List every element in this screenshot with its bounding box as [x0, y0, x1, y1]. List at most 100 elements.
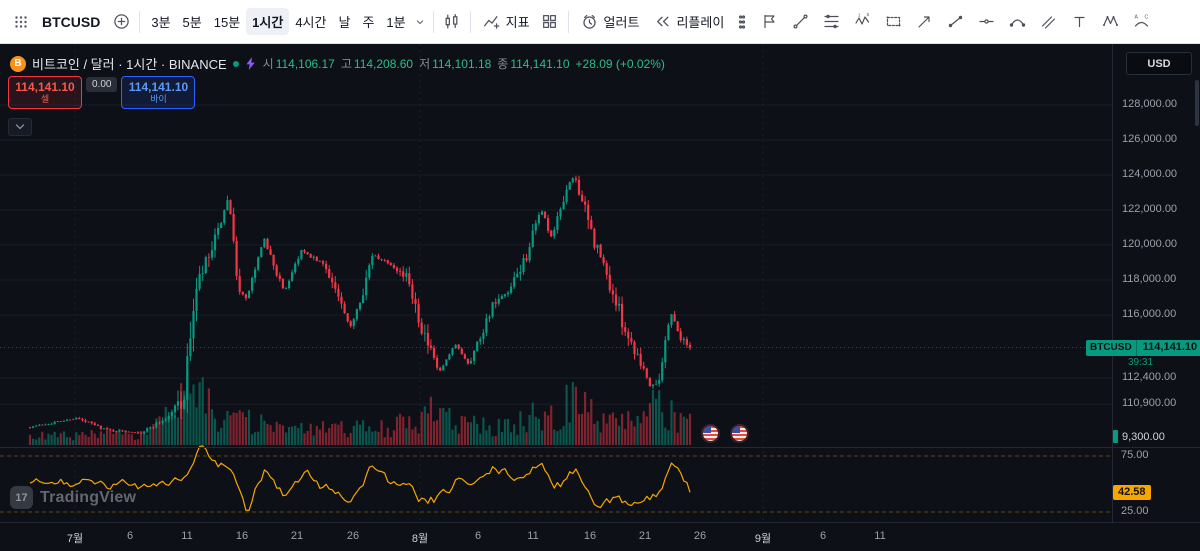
time-tick-label: 21: [290, 530, 304, 542]
tradingview-watermark[interactable]: 17 TradingView: [10, 486, 136, 509]
svg-text:5: 5: [866, 13, 869, 17]
favorite-tools-group: 1 5: [737, 13, 1192, 31]
layout-templates-icon[interactable]: [537, 9, 563, 35]
change-value: +28.09 (+0.02%): [575, 56, 665, 71]
interval-3min[interactable]: 3분: [151, 15, 171, 30]
chart-title[interactable]: 비트코인 / 달러 · 1시간 · BINANCE: [32, 57, 227, 72]
interval-15min[interactable]: 15분: [213, 15, 241, 30]
parallel-channel-icon[interactable]: [1039, 13, 1057, 31]
interval-5min[interactable]: 5분: [182, 15, 202, 30]
close-value: 114,141.10: [510, 56, 570, 71]
toolbar-separator: [139, 10, 141, 33]
trade-widget: 114,141.10 셀 0.00 114,141.10 바이: [8, 76, 196, 109]
time-tick-label: 6: [474, 530, 482, 542]
currency-usd-button[interactable]: USD: [1126, 52, 1192, 75]
tradingview-brand-text: TradingView: [40, 488, 137, 506]
interval-caret-icon[interactable]: [412, 9, 428, 35]
chart-type-candles-icon[interactable]: [439, 9, 465, 35]
price-tick-label: 118,000.00: [1122, 273, 1177, 285]
last-price-label: BTCUSD 114,141.10: [1086, 339, 1200, 356]
abc-pattern-icon[interactable]: A C: [1132, 13, 1150, 31]
time-tick-label: 11: [181, 530, 193, 542]
open-value: 114,106.17: [275, 56, 335, 71]
sell-button[interactable]: 114,141.10 셀: [8, 76, 82, 109]
rectangle-icon[interactable]: [884, 13, 902, 31]
time-axis[interactable]: 7월 6 11 16 21 26 8월 6 11 16 21 26 9월 6 11: [0, 522, 1200, 551]
indicators-icon: [483, 13, 501, 31]
trend-segment-icon[interactable]: [946, 13, 964, 31]
bitcoin-logo-icon: B: [10, 55, 26, 72]
elliott-wave-icon[interactable]: 1 5: [853, 13, 871, 31]
time-tick-label: 6: [126, 530, 134, 542]
trend-line-icon[interactable]: [791, 13, 809, 31]
time-tick-label: 16: [583, 530, 597, 542]
interval-day[interactable]: 날: [338, 15, 351, 30]
interval-1hour[interactable]: 1시간: [246, 8, 290, 35]
oscillator-upper-band-label: 75.00: [1121, 449, 1149, 461]
price-tick-label: 110,900.00: [1122, 397, 1177, 410]
time-tick-label: 9월: [754, 533, 772, 545]
drag-handle-icon[interactable]: [737, 13, 747, 31]
symbol-search-button[interactable]: BTCUSD: [34, 10, 108, 34]
price-tick-label: 128,000.00: [1122, 98, 1178, 110]
fib-retracement-icon[interactable]: [822, 13, 840, 31]
indicators-button[interactable]: 지표: [476, 8, 537, 35]
interval-1min[interactable]: 1분: [386, 15, 406, 30]
flash-icon[interactable]: [245, 57, 257, 70]
time-tick-label: 11: [527, 530, 539, 542]
chart-legend[interactable]: B 비트코인 / 달러 · 1시간 · BINANCE 시 114,106.17 …: [10, 54, 665, 73]
axis-scrollbar[interactable]: [1195, 80, 1199, 126]
low-value: 114,101.18: [432, 56, 492, 71]
high-label: 고: [340, 57, 352, 71]
buy-price: 114,141.10: [128, 80, 189, 94]
time-tick-label: 16: [235, 530, 249, 542]
replay-icon: [653, 13, 671, 31]
buy-button[interactable]: 114,141.10 바이: [121, 76, 196, 109]
open-label: 시: [262, 57, 274, 71]
us-flag-event-icon[interactable]: [730, 424, 749, 443]
interval-week[interactable]: 주: [362, 15, 375, 30]
toolbar-separator: [567, 10, 569, 33]
top-toolbar: BTCUSD 3분 5분 15분 1시간 4시간 날 주 1분: [0, 0, 1200, 44]
spread-value: 0.00: [86, 77, 118, 92]
last-price-symbol: BTCUSD: [1086, 339, 1137, 356]
toolbar-separator: [432, 10, 434, 33]
interval-4hour[interactable]: 4시간: [295, 15, 327, 30]
toolbar-separator: [469, 10, 471, 33]
horizontal-line-icon[interactable]: [977, 13, 995, 31]
market-open-dot: [232, 60, 239, 67]
volume-value: 9,300.00: [1122, 430, 1165, 443]
replay-button[interactable]: 리플레이: [646, 8, 731, 35]
sell-price: 114,141.10: [15, 80, 75, 94]
time-tick-label: 7월: [66, 533, 84, 545]
svg-text:1: 1: [858, 13, 861, 18]
high-value: 114,208.60: [353, 56, 414, 71]
time-tick-label: 26: [693, 530, 707, 542]
close-label: 종: [497, 57, 509, 71]
price-axis[interactable]: USD 128,000.00 126,000.00 124,000.00 122,00…: [1112, 44, 1200, 522]
oscillator-lower-band-label: 25.00: [1121, 505, 1149, 517]
arrow-marker-icon[interactable]: [915, 13, 933, 31]
legend-collapse-button[interactable]: [8, 118, 32, 136]
price-tick-label: 112,400.00: [1122, 371, 1177, 383]
buy-label: 바이: [150, 94, 167, 104]
time-tick-label: 8월: [411, 533, 429, 545]
svg-text:C: C: [1144, 15, 1148, 21]
us-flag-event-icon[interactable]: [701, 424, 720, 443]
time-tick-label: 6: [819, 530, 827, 542]
time-tick-label: 21: [638, 530, 652, 542]
time-tick-label: 26: [346, 530, 360, 542]
long-position-icon[interactable]: [760, 13, 778, 31]
alert-button[interactable]: 얼러트: [574, 8, 647, 35]
xabcd-pattern-icon[interactable]: [1101, 13, 1119, 31]
price-tick-label: 116,000.00: [1122, 308, 1177, 320]
price-tick-label: 122,000.00: [1122, 203, 1178, 215]
alert-clock-icon: [581, 13, 599, 31]
sell-label: 셀: [40, 94, 50, 104]
last-price-value: 114,141.10: [1142, 340, 1198, 353]
menu-grid-icon[interactable]: [8, 9, 34, 35]
curve-icon[interactable]: [1008, 13, 1026, 31]
text-icon[interactable]: [1070, 13, 1088, 31]
compare-add-icon[interactable]: [108, 9, 134, 35]
